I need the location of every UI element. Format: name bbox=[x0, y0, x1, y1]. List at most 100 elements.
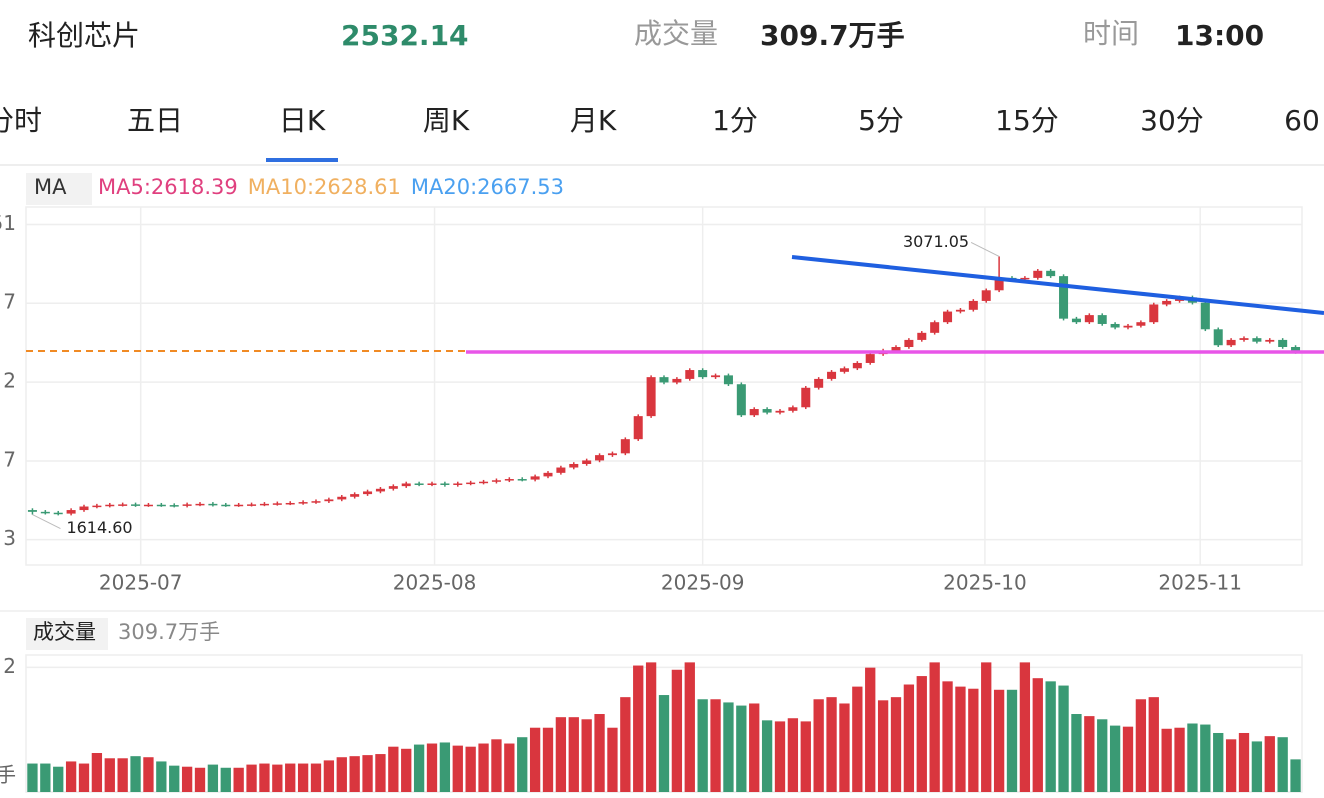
period-tab[interactable]: 周K bbox=[423, 104, 470, 137]
volume-bar bbox=[813, 699, 824, 792]
candle-body bbox=[92, 505, 102, 508]
volume-bar bbox=[349, 756, 360, 792]
volume-bar bbox=[903, 684, 915, 792]
candle-body bbox=[453, 483, 463, 485]
volume-value: 309.7万手 bbox=[760, 19, 905, 52]
volume-bar bbox=[1045, 681, 1056, 792]
candle-body bbox=[633, 416, 643, 440]
candle-body bbox=[569, 463, 579, 468]
volume-bar bbox=[452, 745, 463, 792]
y-tick-label: 2 bbox=[3, 369, 16, 393]
candle-body bbox=[852, 362, 862, 369]
y-tick-label: 3 bbox=[3, 526, 16, 550]
volume-bar bbox=[130, 756, 141, 792]
candle-body bbox=[195, 503, 205, 506]
volume-bar bbox=[78, 763, 90, 792]
volume-bar bbox=[529, 727, 541, 792]
volume-bar bbox=[942, 681, 953, 792]
candle-body bbox=[182, 504, 192, 506]
period-tab[interactable]: 日K bbox=[279, 104, 326, 137]
volume-bar bbox=[1264, 736, 1275, 792]
candle-body bbox=[943, 311, 953, 323]
period-tab[interactable]: 5分 bbox=[858, 104, 904, 137]
candle-body bbox=[968, 300, 978, 310]
volume-bar bbox=[27, 763, 38, 792]
candle-body bbox=[1123, 325, 1133, 328]
volume-bar bbox=[555, 717, 567, 792]
candle-body bbox=[801, 387, 811, 408]
candle-body bbox=[917, 332, 927, 340]
candle-body bbox=[865, 354, 875, 363]
candle-body bbox=[337, 496, 347, 500]
candle-body bbox=[259, 503, 269, 506]
period-tab[interactable]: 1分 bbox=[712, 104, 758, 137]
volume-bar bbox=[993, 689, 1005, 792]
candle-body bbox=[530, 476, 540, 480]
legend-entry: MA20:2667.53 bbox=[411, 175, 564, 199]
volume-bar bbox=[504, 743, 515, 792]
candle-body bbox=[479, 481, 489, 484]
candle-body bbox=[105, 504, 115, 507]
volume-bar bbox=[194, 767, 206, 792]
volume-bar bbox=[143, 757, 154, 792]
candle-body bbox=[904, 339, 914, 348]
period-tab[interactable]: 五日 bbox=[127, 104, 183, 137]
volume-bar bbox=[1006, 689, 1018, 792]
candle-body bbox=[131, 504, 141, 506]
period-tabs: 分时 五日 日K 周K 月K 1分 5分 15分 30分 60 bbox=[0, 104, 1320, 162]
volume-label: 成交量 bbox=[634, 17, 718, 50]
period-tab[interactable]: 30分 bbox=[1140, 104, 1204, 137]
volume-bar bbox=[1290, 759, 1301, 792]
period-tab[interactable]: 60 bbox=[1284, 104, 1320, 137]
candle-body bbox=[466, 482, 476, 485]
volume-bar bbox=[181, 766, 193, 792]
volume-bar bbox=[465, 746, 476, 792]
candle-body bbox=[375, 488, 385, 492]
candle-body bbox=[1278, 339, 1288, 348]
volume-bar bbox=[645, 662, 657, 792]
candle-body bbox=[1097, 315, 1107, 324]
candle-body bbox=[234, 504, 244, 507]
volume-bar bbox=[633, 665, 644, 792]
candle-body bbox=[40, 511, 50, 514]
candle-body bbox=[556, 467, 566, 473]
y-tick-label: 手 bbox=[0, 763, 16, 787]
candle-body bbox=[736, 384, 746, 416]
candle-body bbox=[788, 407, 798, 411]
plot-frame bbox=[25, 206, 1303, 566]
volume-bar bbox=[491, 739, 502, 792]
candle-body bbox=[298, 502, 308, 504]
legend-entry: MA bbox=[34, 175, 67, 199]
volume-bar bbox=[169, 765, 180, 792]
volume-bar bbox=[1019, 662, 1031, 792]
period-tab[interactable]: 分时 bbox=[0, 104, 42, 137]
volume-bar bbox=[388, 746, 399, 792]
candle-body bbox=[620, 439, 630, 454]
volume-bar bbox=[1032, 678, 1043, 792]
period-tab[interactable]: 15分 bbox=[995, 104, 1059, 137]
candle-body bbox=[311, 501, 321, 503]
candle-body bbox=[672, 378, 682, 383]
candle-body bbox=[1265, 339, 1275, 342]
volume-bar bbox=[323, 760, 335, 792]
volume-bar bbox=[65, 761, 77, 792]
volume-bar bbox=[1071, 714, 1082, 792]
candle-body bbox=[1239, 338, 1249, 340]
volume-bar bbox=[1277, 737, 1288, 792]
volume-bar bbox=[517, 737, 528, 792]
x-tick-label: 2025-08 bbox=[393, 571, 477, 595]
volume-bar bbox=[839, 703, 850, 792]
candle-body bbox=[930, 322, 940, 333]
volume-bar bbox=[375, 754, 386, 792]
volume-bar bbox=[955, 686, 966, 792]
volume-bar bbox=[916, 676, 927, 792]
period-tab[interactable]: 月K bbox=[570, 104, 617, 137]
volume-bar bbox=[1148, 697, 1159, 792]
volume-bar bbox=[658, 695, 670, 792]
candle-body bbox=[582, 460, 592, 464]
time-value: 13:00 bbox=[1175, 19, 1264, 52]
candle-body bbox=[221, 504, 231, 507]
candle-body bbox=[1059, 276, 1069, 319]
